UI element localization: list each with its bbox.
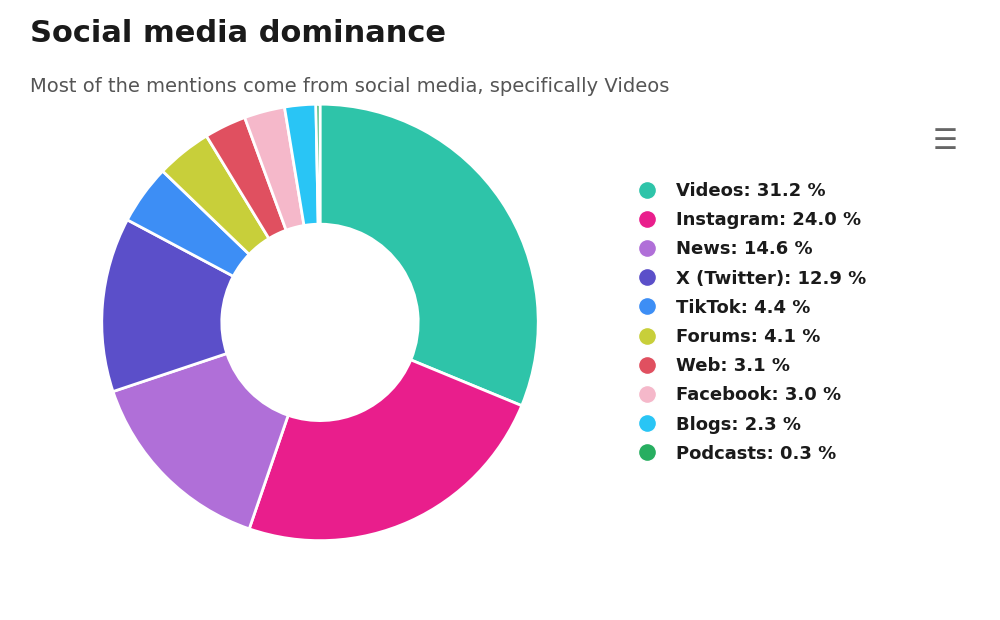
Legend: Videos: 31.2 %, Instagram: 24.0 %, News: 14.6 %, X (Twitter): 12.9 %, TikTok: 4.: Videos: 31.2 %, Instagram: 24.0 %, News:…	[629, 182, 866, 463]
Wedge shape	[320, 104, 538, 405]
Wedge shape	[316, 104, 320, 224]
Text: Social media dominance: Social media dominance	[30, 19, 446, 48]
Wedge shape	[102, 220, 233, 392]
Text: ☰: ☰	[933, 127, 958, 155]
Text: Most of the mentions come from social media, specifically Videos: Most of the mentions come from social me…	[30, 78, 669, 97]
Wedge shape	[284, 104, 318, 226]
Wedge shape	[127, 171, 249, 277]
Wedge shape	[113, 353, 288, 529]
Wedge shape	[206, 118, 286, 239]
Wedge shape	[163, 136, 269, 254]
Wedge shape	[249, 360, 522, 541]
Wedge shape	[245, 107, 304, 230]
